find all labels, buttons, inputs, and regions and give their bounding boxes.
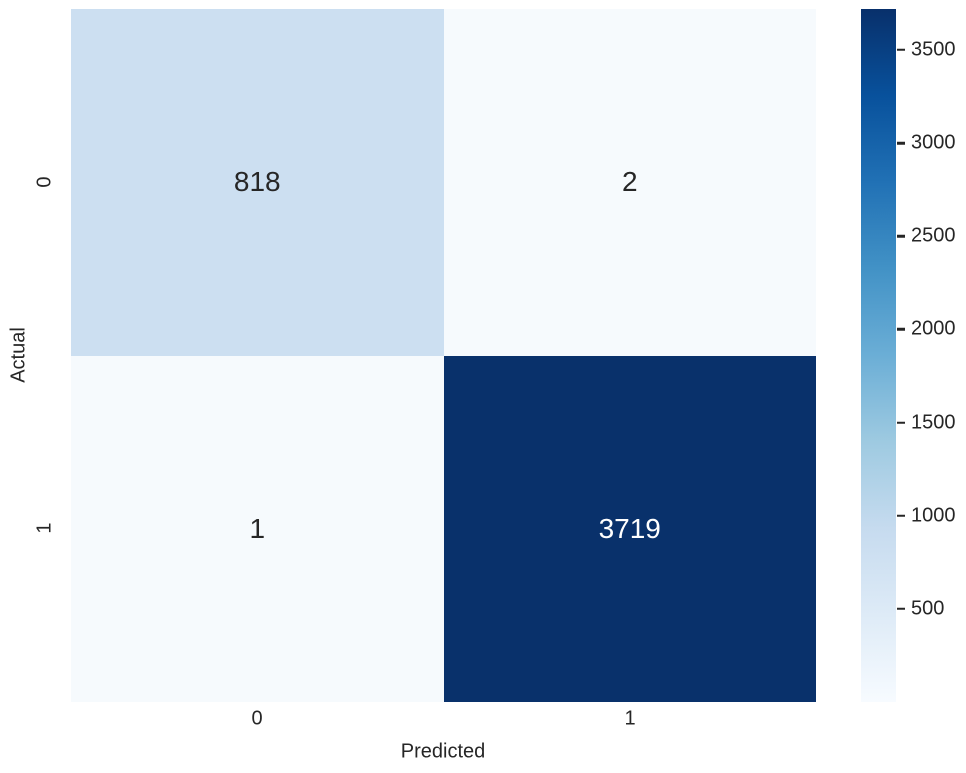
colorbar-tick-mark (897, 234, 905, 238)
cell-annotation-r1c0: 1 (249, 512, 266, 544)
colorbar-tick-label: 1500 (911, 411, 956, 434)
y-axis-label: Actual (7, 327, 30, 383)
y-tick-label-0: 0 (33, 176, 56, 188)
heatmap-cell-r1c0: 1 (71, 355, 444, 702)
colorbar-tick-label: 3000 (911, 131, 956, 154)
heatmap-cell-r1c1: 3719 (443, 355, 816, 702)
x-axis-label: Predicted (400, 740, 486, 763)
cell-annotation-r0c1: 2 (621, 166, 638, 198)
colorbar-tick-mark (897, 141, 905, 145)
colorbar-tick-mark (897, 48, 905, 52)
heatmap: 818 2 1 3719 (71, 9, 816, 702)
colorbar-tick-label: 500 (911, 597, 945, 620)
cell-annotation-r1c1: 3719 (598, 512, 661, 544)
x-tick-label-0: 0 (251, 707, 263, 730)
colorbar-tick-label: 2500 (911, 224, 956, 247)
colorbar-tick-mark (897, 607, 905, 611)
colorbar-tick-mark (897, 514, 905, 518)
colorbar-tick-label: 2000 (911, 317, 956, 340)
heatmap-cell-r0c0: 818 (71, 9, 444, 356)
cell-annotation-r0c0: 818 (233, 166, 281, 198)
x-tick-label-1: 1 (624, 707, 636, 730)
heatmap-cell-r0c1: 2 (443, 9, 816, 356)
colorbar-tick-mark (897, 421, 905, 424)
colorbar-gradient (861, 9, 896, 702)
colorbar-tick-mark (897, 328, 905, 331)
colorbar-tick-label: 1000 (911, 504, 956, 527)
colorbar-tick-label: 3500 (911, 38, 956, 61)
y-tick-label-1: 1 (33, 522, 56, 534)
